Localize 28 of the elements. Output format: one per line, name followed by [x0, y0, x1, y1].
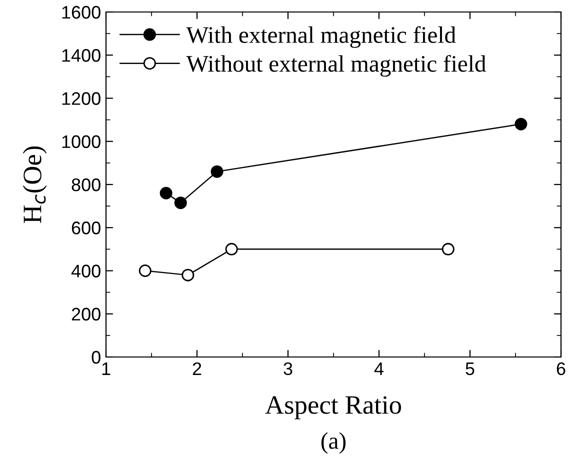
point — [225, 242, 238, 256]
text: (a) — [321, 432, 346, 454]
y-tick-label: 600 — [72, 222, 100, 234]
y-tick-label: 0 — [92, 350, 100, 364]
point — [514, 118, 528, 130]
point — [174, 196, 187, 210]
y-tick-label: 200 — [72, 308, 100, 321]
x-tick-label: 6 — [556, 362, 566, 376]
x-tick-label: 1 — [102, 362, 110, 375]
x-tick-label: 5 — [466, 362, 474, 376]
point — [138, 264, 152, 277]
point — [182, 268, 194, 282]
y-tick-label: 800 — [72, 178, 100, 192]
point — [442, 242, 454, 256]
point — [160, 186, 172, 200]
legend-label: Without external magnetic field — [186, 54, 486, 77]
y-tick-label: 1000 — [62, 135, 100, 148]
x-axis-title: Aspect Ratio — [265, 396, 402, 420]
legend-label: With external magnetic field — [186, 26, 456, 48]
x-tick-label: 4 — [374, 362, 384, 375]
x-tick-label: 3 — [284, 362, 292, 376]
x-tick-label: 2 — [192, 362, 202, 375]
y-tick-label: 1200 — [62, 92, 100, 105]
y-tick-label: 400 — [71, 264, 100, 278]
point — [210, 165, 224, 178]
y-tick-label: 1600 — [62, 6, 100, 19]
y-axis-title: H$_{c}$(Oe) — [22, 146, 47, 224]
y-tick-label: 1400 — [62, 49, 100, 62]
